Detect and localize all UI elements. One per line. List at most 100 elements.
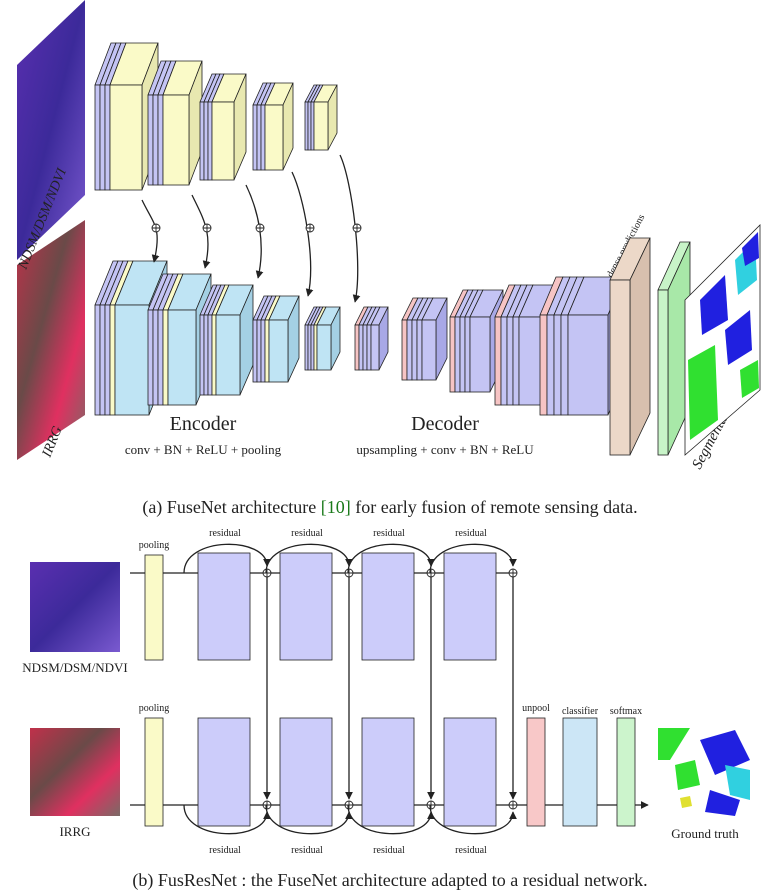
layer	[449, 316, 456, 393]
layer	[421, 319, 437, 381]
layer	[539, 314, 548, 416]
layer	[354, 324, 360, 371]
decoder-title: Decoder	[411, 413, 479, 435]
segment-patch	[725, 310, 752, 365]
residual-block	[361, 552, 415, 661]
residual-label: residual	[455, 528, 487, 539]
layer	[469, 316, 491, 393]
layer	[162, 94, 190, 186]
layer	[268, 319, 289, 383]
layer	[99, 304, 106, 416]
layer	[207, 314, 213, 396]
pooling-layer	[144, 717, 164, 827]
caption-text: (a) FuseNet architecture	[142, 497, 320, 518]
ndsm-image	[17, 0, 85, 260]
decoder-subtitle: upsampling + conv + BN + ReLU	[356, 442, 534, 457]
layer	[211, 314, 217, 396]
layer	[310, 324, 315, 371]
layer	[162, 309, 169, 406]
citation[interactable]: [10]	[321, 497, 351, 517]
layer	[362, 324, 368, 371]
skip-connection	[347, 804, 435, 835]
sum-sign	[152, 224, 160, 232]
residual-block	[279, 552, 333, 661]
residual-block	[279, 717, 333, 827]
layer	[307, 324, 312, 371]
layer	[260, 104, 266, 171]
residual-label: residual	[209, 528, 241, 539]
input-label: NDSM/DSM/NDVI	[22, 660, 127, 675]
layer	[304, 101, 309, 151]
skip-connection	[183, 543, 271, 574]
layer	[546, 314, 555, 416]
pooling-layer	[144, 554, 164, 661]
irrg-image	[17, 220, 85, 460]
layer-label: classifier	[562, 706, 599, 717]
layer	[167, 309, 197, 406]
fusresnet-diagram: NDSM/DSM/NDVI IRRG pooling pooling unpoo…	[22, 528, 750, 891]
layer	[157, 309, 164, 406]
fusion-arrow	[291, 171, 314, 297]
skip-connection	[347, 543, 435, 574]
layer	[147, 94, 154, 186]
caption: (b) FusResNet : the FuseNet architecture…	[132, 870, 647, 891]
residual-block	[197, 717, 251, 827]
layer	[252, 319, 258, 383]
residual-block	[361, 717, 415, 827]
softmax-layer	[616, 717, 636, 827]
caption-text: for early fusion of remote sensing data.	[351, 497, 638, 517]
caption: (a) FuseNet architecture [10] for early …	[142, 497, 637, 518]
sum-sign	[263, 569, 271, 577]
segment-patch	[675, 760, 700, 790]
layer	[459, 316, 466, 393]
layer	[94, 84, 101, 191]
fusenet-diagram: NDSM/DSM/NDVI IRRG Encoder conv + BN + R…	[15, 0, 761, 518]
layer	[104, 84, 111, 191]
layer	[114, 304, 150, 416]
layer	[152, 94, 159, 186]
residual-block	[443, 717, 497, 827]
layer	[366, 324, 372, 371]
encoder-subtitle: conv + BN + ReLU + pooling	[125, 442, 282, 457]
segment-patch	[740, 360, 759, 398]
layer	[264, 104, 284, 171]
sum-sign	[509, 569, 517, 577]
sum-sign	[353, 224, 361, 232]
pooling-label: pooling	[139, 703, 170, 714]
segment-patch	[705, 790, 740, 816]
layer	[203, 101, 209, 181]
layer	[109, 304, 116, 416]
residual-label: residual	[455, 845, 487, 856]
sum-sign	[345, 569, 353, 577]
layer	[370, 324, 380, 371]
layer	[609, 279, 631, 456]
sum-sign	[427, 569, 435, 577]
layer	[512, 316, 520, 406]
layer	[104, 304, 111, 416]
layer	[157, 94, 164, 186]
layer	[454, 316, 461, 393]
layer	[256, 104, 262, 171]
skip-connection	[429, 543, 517, 574]
layer	[304, 324, 309, 371]
layer	[313, 101, 329, 151]
segment-patch	[658, 728, 690, 760]
sum-sign	[345, 801, 353, 809]
residual-label: residual	[291, 528, 323, 539]
skip-connection	[265, 804, 353, 835]
pooling-label: pooling	[139, 540, 170, 551]
layer	[401, 319, 408, 381]
layer	[256, 319, 262, 383]
layer	[109, 84, 143, 191]
layer	[316, 324, 332, 371]
layer	[313, 324, 318, 371]
layer	[199, 101, 205, 181]
input-label: IRRG	[59, 824, 90, 839]
layer	[307, 101, 312, 151]
layer	[264, 319, 270, 383]
irrg-image	[30, 728, 120, 816]
segment-patch	[700, 730, 750, 775]
skip-connection	[183, 804, 271, 835]
layer	[252, 104, 258, 171]
